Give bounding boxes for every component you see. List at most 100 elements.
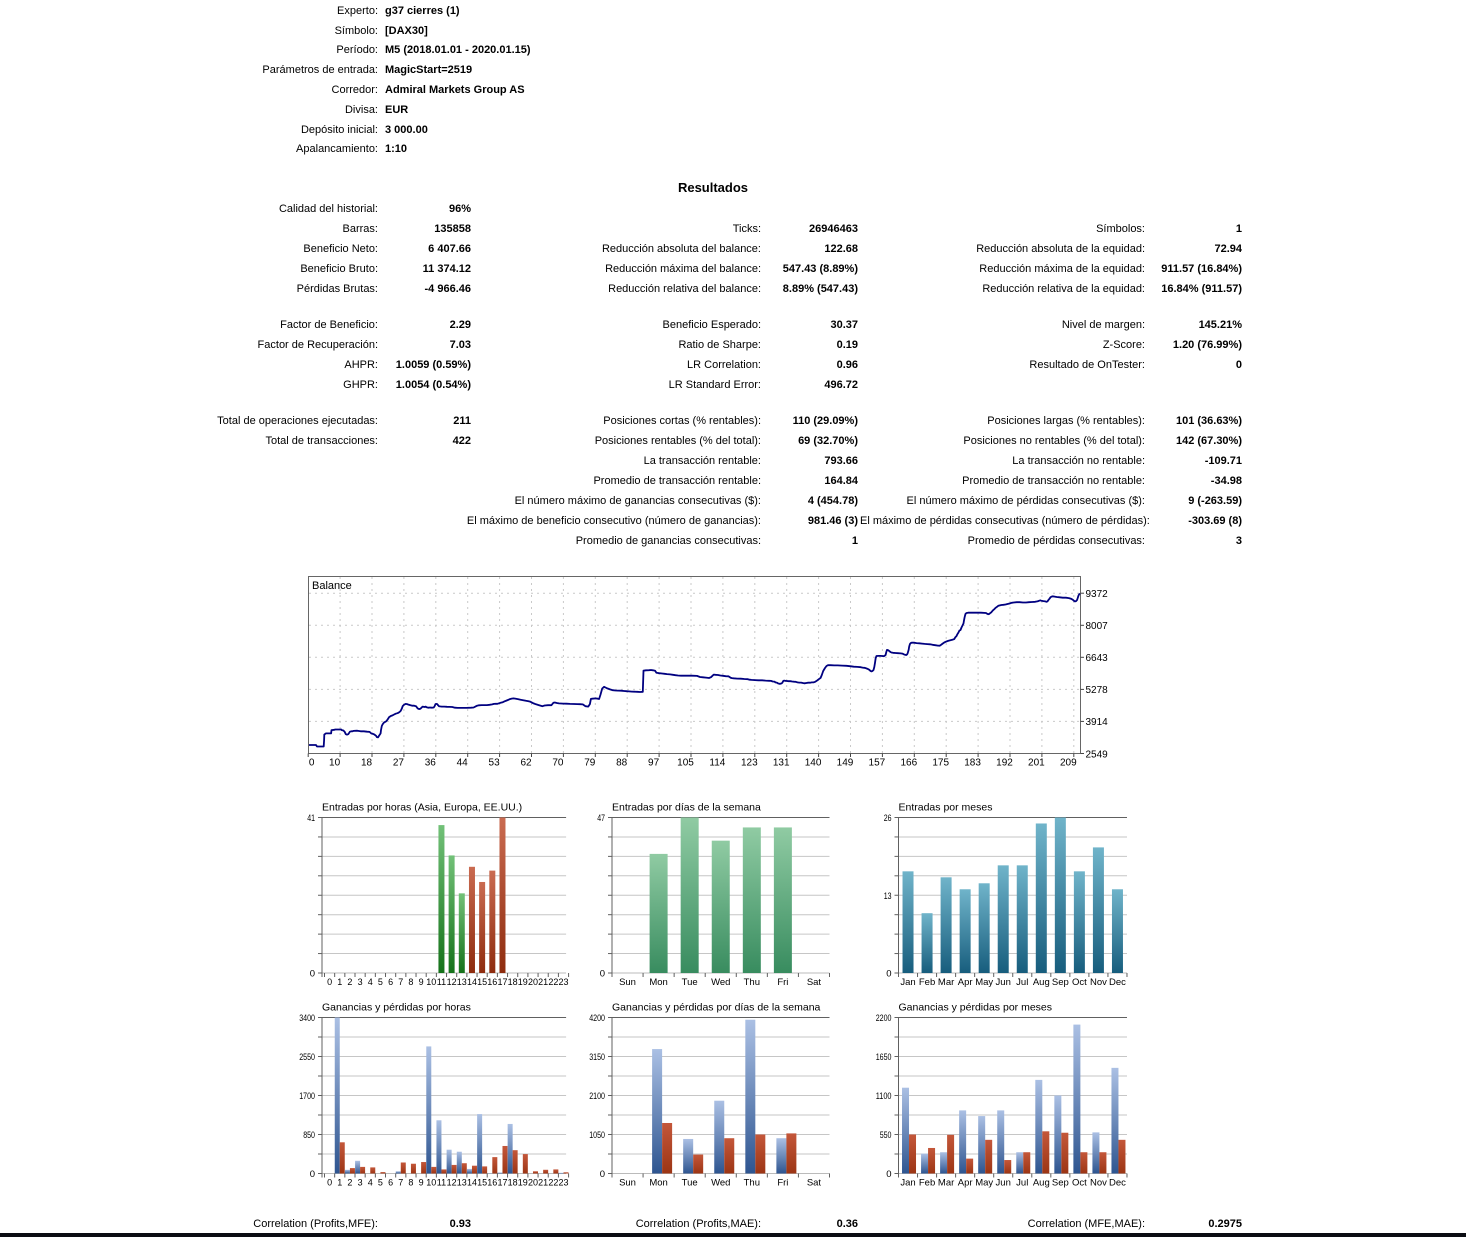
svg-text:550: 550 bbox=[880, 1130, 892, 1141]
svg-text:14: 14 bbox=[467, 1178, 477, 1188]
svg-text:Sat: Sat bbox=[807, 1178, 822, 1189]
svg-text:11: 11 bbox=[437, 1178, 446, 1188]
svg-text:Entradas por horas (Asia, Euro: Entradas por horas (Asia, Europa, EE.UU.… bbox=[322, 802, 522, 814]
svg-text:Mon: Mon bbox=[649, 1178, 667, 1189]
svg-text:19: 19 bbox=[518, 977, 528, 987]
svg-text:Apr: Apr bbox=[958, 977, 973, 988]
svg-text:20: 20 bbox=[528, 1178, 538, 1188]
svg-text:3: 3 bbox=[358, 977, 363, 987]
svg-text:13: 13 bbox=[457, 977, 467, 987]
svg-text:Mar: Mar bbox=[938, 977, 954, 988]
svg-text:7: 7 bbox=[398, 1178, 403, 1188]
svg-text:4: 4 bbox=[368, 1178, 373, 1188]
svg-text:1050: 1050 bbox=[589, 1130, 605, 1141]
svg-text:22: 22 bbox=[548, 1178, 558, 1188]
svg-text:22: 22 bbox=[548, 977, 558, 987]
svg-text:Ganancias y pérdidas por días: Ganancias y pérdidas por días de la sema… bbox=[612, 1002, 821, 1014]
svg-text:23: 23 bbox=[558, 1178, 568, 1188]
svg-text:1: 1 bbox=[337, 1178, 342, 1188]
svg-text:Ganancias y pérdidas por meses: Ganancias y pérdidas por meses bbox=[899, 1002, 1053, 1014]
svg-text:16: 16 bbox=[487, 977, 497, 987]
svg-text:4200: 4200 bbox=[589, 1013, 605, 1024]
svg-text:209: 209 bbox=[1060, 758, 1077, 769]
svg-text:0: 0 bbox=[600, 1169, 605, 1180]
svg-text:Thu: Thu bbox=[744, 1178, 760, 1189]
svg-text:Mon: Mon bbox=[649, 977, 667, 988]
svg-text:123: 123 bbox=[741, 758, 758, 769]
svg-text:13: 13 bbox=[884, 891, 892, 902]
svg-text:44: 44 bbox=[457, 758, 469, 769]
svg-text:18: 18 bbox=[508, 1178, 518, 1188]
svg-text:Oct: Oct bbox=[1072, 1178, 1087, 1189]
svg-text:114: 114 bbox=[709, 758, 725, 769]
svg-text:Jun: Jun bbox=[996, 1178, 1011, 1189]
svg-text:18: 18 bbox=[508, 977, 518, 987]
svg-text:Apr: Apr bbox=[958, 1178, 973, 1189]
svg-text:Jan: Jan bbox=[900, 977, 915, 988]
svg-text:9: 9 bbox=[419, 1178, 424, 1188]
svg-text:8007: 8007 bbox=[1086, 621, 1109, 632]
svg-text:140: 140 bbox=[805, 758, 822, 769]
svg-text:70: 70 bbox=[552, 758, 564, 769]
svg-text:Entradas por días de la semana: Entradas por días de la semana bbox=[612, 802, 761, 814]
svg-text:Feb: Feb bbox=[919, 1178, 935, 1189]
svg-text:14: 14 bbox=[467, 977, 477, 987]
svg-text:Sun: Sun bbox=[619, 1178, 636, 1189]
svg-text:11: 11 bbox=[437, 977, 446, 987]
svg-text:26: 26 bbox=[884, 813, 892, 824]
svg-text:9372: 9372 bbox=[1086, 589, 1109, 600]
svg-text:Balance: Balance bbox=[312, 580, 352, 592]
svg-text:15: 15 bbox=[477, 977, 487, 987]
svg-text:Feb: Feb bbox=[919, 977, 935, 988]
svg-text:18: 18 bbox=[361, 758, 373, 769]
svg-text:192: 192 bbox=[996, 758, 1013, 769]
svg-text:5278: 5278 bbox=[1086, 685, 1109, 696]
svg-text:Sep: Sep bbox=[1052, 1178, 1069, 1189]
svg-text:2549: 2549 bbox=[1086, 749, 1109, 760]
svg-text:27: 27 bbox=[393, 758, 405, 769]
svg-text:Thu: Thu bbox=[744, 977, 760, 988]
svg-text:166: 166 bbox=[900, 758, 917, 769]
svg-text:0: 0 bbox=[886, 969, 891, 980]
svg-text:183: 183 bbox=[964, 758, 981, 769]
svg-text:Aug: Aug bbox=[1033, 1178, 1050, 1189]
svg-text:105: 105 bbox=[677, 758, 694, 769]
svg-text:131: 131 bbox=[773, 758, 790, 769]
svg-text:3400: 3400 bbox=[299, 1013, 315, 1024]
svg-text:0: 0 bbox=[310, 969, 315, 980]
svg-text:16: 16 bbox=[487, 1178, 497, 1188]
svg-text:21: 21 bbox=[538, 977, 548, 987]
svg-text:97: 97 bbox=[648, 758, 660, 769]
svg-text:21: 21 bbox=[538, 1178, 548, 1188]
svg-text:0: 0 bbox=[886, 1169, 891, 1180]
svg-text:47: 47 bbox=[597, 813, 605, 824]
svg-text:Wed: Wed bbox=[711, 977, 730, 988]
svg-text:Nov: Nov bbox=[1090, 1178, 1107, 1189]
svg-text:Tue: Tue bbox=[682, 977, 698, 988]
svg-text:Jan: Jan bbox=[900, 1178, 915, 1189]
svg-text:12: 12 bbox=[447, 977, 457, 987]
svg-text:3: 3 bbox=[358, 1178, 363, 1188]
svg-text:36: 36 bbox=[425, 758, 437, 769]
svg-text:79: 79 bbox=[584, 758, 596, 769]
svg-text:Jul: Jul bbox=[1016, 1178, 1028, 1189]
svg-text:12: 12 bbox=[447, 1178, 457, 1188]
svg-text:7: 7 bbox=[398, 977, 403, 987]
svg-text:6: 6 bbox=[388, 1178, 393, 1188]
svg-text:10: 10 bbox=[329, 758, 341, 769]
svg-text:8: 8 bbox=[408, 977, 413, 987]
svg-text:Aug: Aug bbox=[1033, 977, 1050, 988]
svg-text:Ganancias y pérdidas por horas: Ganancias y pérdidas por horas bbox=[322, 1002, 471, 1014]
svg-text:Entradas por meses: Entradas por meses bbox=[899, 802, 993, 814]
svg-text:10: 10 bbox=[426, 977, 436, 987]
svg-text:Tue: Tue bbox=[682, 1178, 698, 1189]
svg-text:4: 4 bbox=[368, 977, 373, 987]
svg-text:13: 13 bbox=[457, 1178, 467, 1188]
svg-text:Dec: Dec bbox=[1109, 1178, 1126, 1189]
svg-text:2100: 2100 bbox=[589, 1091, 605, 1102]
svg-text:May: May bbox=[975, 1178, 993, 1189]
svg-text:175: 175 bbox=[932, 758, 949, 769]
svg-text:0: 0 bbox=[309, 758, 315, 769]
svg-text:10: 10 bbox=[426, 1178, 436, 1188]
svg-text:0: 0 bbox=[310, 1169, 315, 1180]
